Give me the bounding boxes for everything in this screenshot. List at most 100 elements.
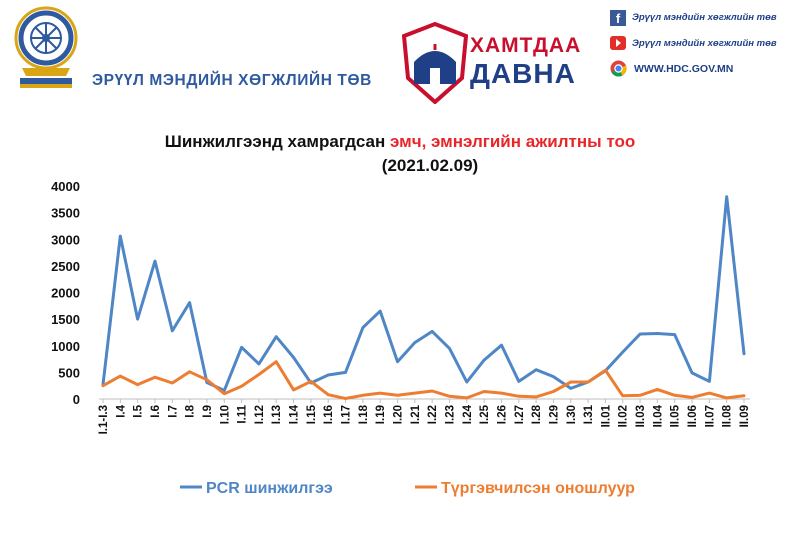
series-2-point [188,370,191,374]
x-tick-label: II.02 [618,405,630,427]
series-2-point [205,378,209,382]
series-1-point [725,195,728,198]
series-line-2 [101,360,746,400]
series-2-point [430,389,434,393]
series-2-point [119,374,122,378]
youtube-link[interactable]: Эрүүл мэндийн хөгжлийн төв [632,38,777,49]
x-tick-label: I.11 [237,404,249,423]
series-1-point [171,329,174,333]
youtube-icon [610,36,626,50]
series-2-point [413,391,417,395]
x-tick-label: I.9 [202,405,214,418]
series-2-point [500,391,503,395]
series-1-point [708,380,711,383]
y-tick-label: 2500 [51,259,80,274]
x-tick-label: I.16 [323,405,335,424]
x-tick-label: I.29 [548,405,560,424]
x-tick-label: II.05 [670,404,682,427]
x-tick-label: I.20 [393,405,405,424]
x-tick-label: I.26 [496,405,508,424]
series-line-1 [101,195,746,392]
x-tick-label: I.15 [306,404,318,424]
y-tick-label: 500 [58,365,80,380]
x-tick-label: II.01 [600,404,612,427]
series-1-point [656,332,659,335]
x-tick-label: I.1-I.3 [98,405,110,434]
x-tick-label: II.06 [687,405,699,427]
series-1-point [240,346,243,349]
series-2-point [534,395,538,399]
campaign-line2: ДАВНА [470,58,576,89]
series-2-point [482,390,486,393]
series-1-point [482,358,486,362]
series-1-point [552,375,555,378]
series-2-point [673,394,676,397]
series-1-point [690,371,694,375]
ger-icon [401,21,469,105]
facebook-icon: f [610,10,626,26]
x-tick-label: I.6 [150,405,162,418]
series-2-point [396,394,399,397]
series-2-point [448,395,451,398]
series-2-point [327,393,330,396]
x-tick-label: I.8 [185,404,197,417]
x-tick-label: II.04 [652,404,664,427]
series-1-point [448,347,451,350]
series-1-point [638,332,642,336]
x-tick-label: II.08 [722,404,734,427]
x-tick-label: I.25 [479,404,491,424]
series-2-point [656,388,659,391]
series-1-point [119,234,122,238]
x-tick-label: II.09 [739,405,751,427]
series-1-point [378,309,382,313]
y-tick-label: 3500 [51,206,80,221]
x-tick-label: I.22 [427,405,439,424]
series-1-point [500,344,503,347]
series-1-point [742,352,746,355]
y-tick-label: 4000 [51,179,80,194]
x-tick-label: I.5 [133,404,145,417]
legend-label-2: Түргэвчилсэн оношлуур [441,480,635,497]
y-tick-label: 1000 [51,339,80,354]
series-2-point [708,391,711,395]
series-2-point [292,388,295,392]
series-2-point [275,360,278,363]
series-1-point [188,301,191,304]
y-tick-label: 0 [73,392,80,407]
series-2-point [223,392,226,395]
series-1-point [292,356,295,359]
campaign-line1: ХАМТДАА [470,34,582,57]
y-tick-label: 2000 [51,286,80,301]
chart-title-part1: Шинжилгээнд хамрагдсан [164,132,390,151]
series-2-point [690,396,694,399]
x-tick-label: I.14 [289,404,301,424]
x-tick-label: I.19 [375,405,387,424]
series-2-point [621,394,624,398]
series-1-point [223,389,226,392]
org-name: ЭРҮҮЛ МЭНДИЙН ХӨГЖЛИЙН ТӨВ [92,72,372,89]
series-2-point [257,373,261,376]
x-tick-label: I.7 [167,405,179,418]
x-tick-label: I.10 [219,405,231,424]
series-1-point [430,330,434,333]
x-tick-label: I.28 [531,404,543,424]
series-2-point [725,396,728,400]
series-1-point [517,380,520,383]
series-2-point [240,385,243,388]
facebook-link[interactable]: Эрүүл мэндийн хөгжлийн төв [632,12,777,23]
series-1-point [361,326,365,329]
chrome-icon [610,60,627,77]
series-2-point [586,380,590,384]
series-2-point [465,396,469,400]
series-1-point [621,350,624,354]
x-tick-label: I.31 [583,404,595,424]
x-tick-label: I.30 [566,405,578,424]
series-2-point [361,394,365,397]
x-tick-label: II.07 [704,405,716,427]
series-1-point [344,371,347,374]
x-tick-label: I.13 [271,405,283,424]
chart-title: Шинжилгээнд хамрагдсан эмч, эмнэлгийн аж… [0,132,800,152]
series-2-point [153,375,157,379]
series-1-point [257,362,261,366]
website-link[interactable]: WWW.HDC.GOV.MN [634,63,734,75]
